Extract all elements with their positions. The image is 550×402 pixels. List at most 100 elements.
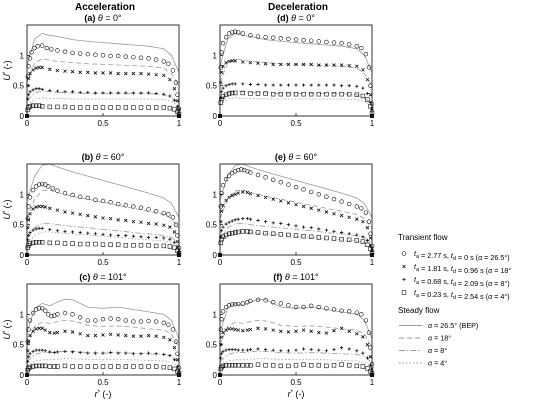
marker-plus (162, 236, 166, 240)
marker-square (25, 245, 30, 250)
marker-x (279, 199, 283, 203)
x-tick-label: 0 (218, 119, 223, 128)
marker-circle (77, 51, 83, 56)
marker-circle (138, 205, 144, 210)
marker-plus (34, 227, 38, 231)
marker-x (37, 204, 41, 209)
marker-plus (172, 358, 177, 362)
plot-frame (219, 163, 373, 256)
marker-square (47, 104, 53, 110)
marker-square (33, 363, 39, 369)
marker-x (221, 330, 225, 335)
steady-line-dotted (219, 358, 373, 367)
marker-plus (361, 86, 365, 90)
marker-plus (230, 82, 234, 86)
marker-square (27, 364, 33, 370)
marker-x (78, 70, 82, 75)
marker-circle (240, 301, 246, 306)
marker-circle (263, 298, 268, 303)
marker-x (248, 191, 253, 196)
steady-line-dashed (219, 58, 373, 86)
marker-plus (224, 222, 228, 226)
marker-square (229, 90, 235, 96)
marker-square (223, 232, 229, 238)
marker-circle (301, 37, 306, 43)
marker-plus (236, 217, 240, 221)
marker-x (70, 211, 75, 215)
marker-plus (124, 91, 128, 95)
marker-plus (31, 349, 35, 353)
marker-circle (93, 197, 98, 202)
marker-plus (309, 347, 313, 352)
marker-circle (239, 167, 244, 172)
marker-square (301, 233, 306, 239)
marker-circle (286, 303, 291, 308)
marker-x (101, 216, 105, 220)
marker-square (360, 93, 366, 99)
y-axis-label: U* (-) (2, 319, 12, 339)
marker-square (55, 240, 60, 246)
marker-plus (271, 83, 275, 87)
steady-line-solid (26, 298, 180, 339)
column-title-acceleration: Acceleration (75, 2, 135, 13)
marker-square (154, 243, 159, 249)
legend-entry-label: ta = 0.68 s, td = 2.09 s (α = 8°) (414, 275, 510, 288)
marker-plus (302, 347, 306, 351)
marker-plus (368, 101, 373, 105)
marker-x (233, 59, 237, 63)
steady-line-dashdot (219, 90, 373, 105)
legend-marker-x (402, 264, 406, 269)
marker-x (317, 208, 321, 212)
marker-square (27, 241, 33, 246)
legend-marker-square (401, 290, 407, 295)
marker-circle (77, 315, 83, 320)
marker-circle (146, 207, 151, 212)
marker-x (263, 62, 268, 66)
marker-plus (241, 82, 245, 86)
marker-plus (286, 83, 290, 87)
marker-plus (93, 351, 97, 355)
marker-square (293, 233, 299, 238)
marker-square (346, 91, 352, 97)
marker-x (339, 213, 344, 218)
marker-x (116, 218, 120, 222)
marker-plus (271, 221, 275, 225)
marker-square (36, 240, 42, 245)
marker-square (62, 241, 68, 246)
marker-plus (116, 91, 120, 95)
marker-square (346, 237, 352, 243)
marker-circle (25, 339, 30, 344)
marker-plus (271, 348, 275, 352)
marker-x (248, 327, 253, 332)
marker-plus (332, 83, 336, 87)
marker-x (271, 62, 275, 67)
marker-circle (146, 56, 151, 61)
marker-plus (63, 90, 67, 94)
marker-plus (224, 348, 228, 352)
marker-plus (63, 349, 67, 353)
marker-plus (294, 83, 298, 87)
y-tick-label: 0.5 (13, 82, 25, 91)
marker-plus (48, 88, 52, 93)
marker-square (324, 235, 329, 241)
marker-x (31, 68, 35, 72)
marker-plus (286, 223, 290, 227)
marker-x (40, 65, 44, 70)
marker-x (70, 330, 75, 334)
marker-square (39, 104, 45, 109)
marker-square (248, 363, 253, 368)
marker-circle (255, 34, 261, 39)
marker-circle (30, 310, 36, 316)
marker-x (245, 190, 250, 195)
marker-circle (229, 302, 235, 307)
marker-circle (354, 44, 359, 49)
marker-x (37, 65, 41, 70)
marker-square (365, 242, 370, 247)
marker-circle (233, 169, 238, 174)
marker-plus (78, 350, 82, 355)
marker-plus (340, 84, 344, 88)
marker-square (172, 245, 177, 250)
marker-plus (347, 232, 351, 236)
marker-square (146, 243, 151, 248)
marker-x (31, 329, 35, 334)
